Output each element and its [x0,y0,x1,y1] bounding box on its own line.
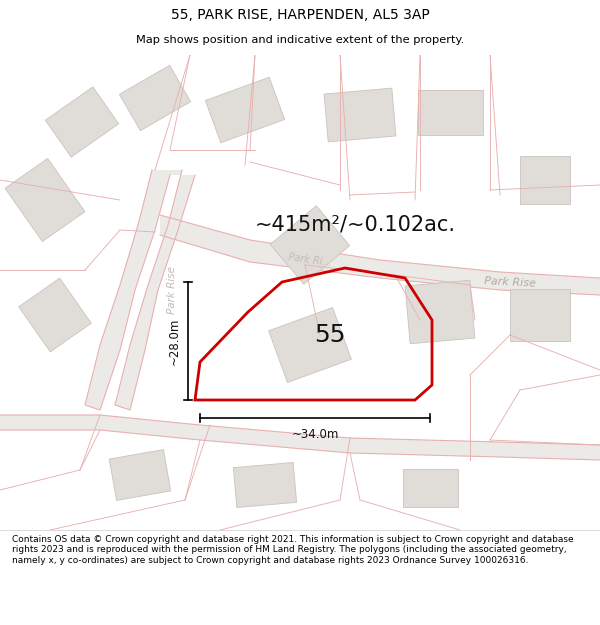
Text: ~415m²/~0.102ac.: ~415m²/~0.102ac. [255,215,456,235]
Bar [119,66,191,131]
Bar [418,89,482,134]
Bar [405,280,475,344]
Bar [233,462,296,508]
Bar [271,206,350,284]
Text: 55: 55 [314,323,346,347]
Bar [19,278,91,352]
Bar [269,308,352,382]
Bar [5,159,85,241]
Bar [109,449,171,501]
Polygon shape [160,215,600,295]
Text: Contains OS data © Crown copyright and database right 2021. This information is : Contains OS data © Crown copyright and d… [12,535,574,564]
Text: 55, PARK RISE, HARPENDEN, AL5 3AP: 55, PARK RISE, HARPENDEN, AL5 3AP [170,8,430,22]
Text: Map shows position and indicative extent of the property.: Map shows position and indicative extent… [136,34,464,44]
Bar [403,469,458,507]
Text: Park Ri...: Park Ri... [288,252,332,268]
Bar [324,88,396,142]
Bar [46,87,119,157]
Text: ~34.0m: ~34.0m [292,428,338,441]
Bar [205,78,284,142]
Bar [510,289,570,341]
Text: Park Rise: Park Rise [484,276,536,288]
Bar [520,156,570,204]
Text: ~28.0m: ~28.0m [167,318,181,364]
Polygon shape [85,170,195,410]
Text: Park Rise: Park Rise [167,266,177,314]
Polygon shape [0,415,600,460]
